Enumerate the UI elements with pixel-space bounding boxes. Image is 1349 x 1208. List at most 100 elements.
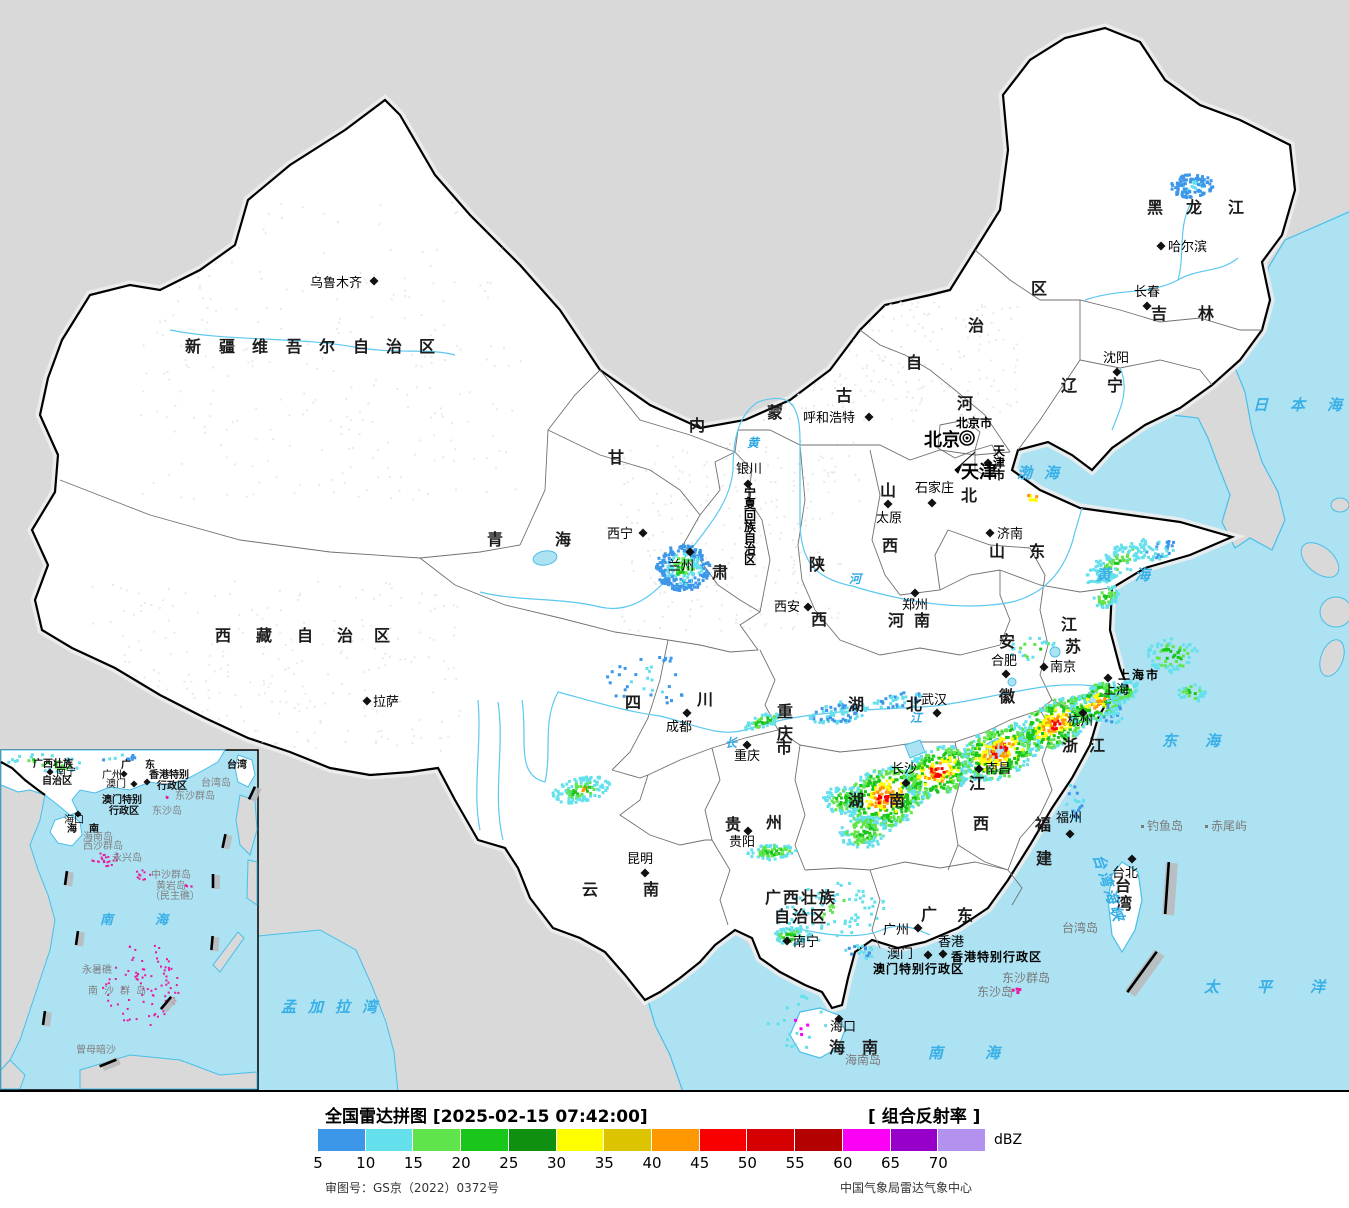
map-label: 江	[1061, 615, 1077, 634]
colorbar-segment	[508, 1129, 556, 1151]
city-label: 贵阳	[729, 835, 755, 850]
colorbar-tick: 20	[451, 1154, 471, 1172]
city-label: 长沙	[891, 762, 917, 777]
map-label: （民主礁）	[150, 889, 200, 902]
city-label: 太原	[876, 511, 902, 526]
map-label: 澳门特别	[102, 793, 142, 806]
map-label: 海	[155, 912, 170, 928]
map-label: 广西壮族	[765, 888, 837, 907]
map-label: 澳门特别行政区	[873, 961, 964, 976]
inset-malay	[0, 1059, 26, 1090]
map-label: 河	[849, 572, 864, 586]
colorbar-segment	[747, 1129, 795, 1151]
legend-panel: 全国雷达拼图 [2025-02-15 07:42:00] [ 组合反射率 ] 5…	[0, 1092, 1349, 1208]
map-label: 黄岩岛	[156, 879, 186, 892]
city-label: 南昌	[985, 761, 1011, 777]
province-boundaries	[59, 249, 1262, 949]
map-label: 上海	[1103, 683, 1129, 698]
map-label: 内	[689, 416, 705, 435]
colorbar-segment	[795, 1129, 842, 1151]
map-label: 南	[100, 912, 115, 928]
terrain-texture	[90, 200, 1019, 752]
rivers	[169, 204, 1239, 937]
map-area: 乌鲁木齐 哈尔滨 长春 沈阳 呼和浩特 石家庄 太原 济南 银川 西宁 兰州 西安 郑州 成都 重庆 武汉 长沙…	[0, 0, 1349, 1093]
colorbar-segment	[413, 1129, 461, 1151]
nine-dash-line-segments	[1125, 861, 1178, 997]
colorbar-tick: 10	[356, 1154, 376, 1172]
map-label: 自	[353, 337, 369, 356]
map-label: 黄海	[1096, 566, 1174, 584]
map-label: 古	[836, 386, 852, 405]
map-label: 山	[989, 542, 1005, 561]
map-label: 海南岛	[845, 1052, 881, 1067]
colorbar-tick: 55	[785, 1154, 805, 1172]
map-label: 东沙岛	[152, 804, 182, 817]
colorbar-segment	[890, 1129, 938, 1151]
map-label: 市	[993, 467, 1005, 482]
map-label: 海	[67, 822, 77, 835]
map-label: 吾	[286, 337, 302, 356]
map-label: 北京	[924, 429, 960, 451]
map-label: 西	[811, 610, 827, 629]
city-label: 西安	[774, 600, 800, 615]
inset-vietnam	[0, 784, 56, 1072]
map-label: 北	[906, 695, 922, 714]
map-label: 重	[777, 702, 793, 721]
colorbar-tick: 25	[499, 1154, 519, 1172]
japan-islands	[1300, 497, 1349, 677]
colorbar-segment	[604, 1129, 652, 1151]
map-label: 澳门	[106, 777, 126, 790]
city-label: 济南	[997, 526, 1023, 542]
map-label: 中沙群岛	[151, 868, 191, 881]
map-label: 北京市	[956, 415, 992, 430]
map-label: 长	[725, 736, 738, 750]
map-label: 南沙群岛	[88, 984, 152, 997]
map-label: 河	[888, 611, 904, 630]
map-label: 肃	[712, 563, 728, 582]
map-label: 四	[625, 693, 641, 712]
city-label: 海口	[830, 1020, 856, 1035]
map-label: 海口	[64, 813, 84, 826]
inset-philippines	[246, 859, 258, 906]
map-label: 宁	[1107, 376, 1123, 395]
city-label: 银川	[736, 462, 762, 477]
map-label: 新	[185, 337, 201, 356]
map-bottom-frame	[0, 1090, 1349, 1092]
city-label: 西宁	[607, 526, 633, 542]
colorbar-segment	[842, 1129, 890, 1151]
city-label: 合肥	[991, 654, 1017, 669]
map-label: 云	[582, 880, 598, 899]
map-label: 安	[999, 632, 1015, 651]
map-label: 江	[969, 774, 985, 793]
colorbar-tick: 5	[313, 1154, 323, 1172]
map-label: 苏	[1065, 637, 1081, 656]
map-label: 建	[1036, 849, 1052, 868]
map-label: 孟加拉湾	[281, 998, 389, 1016]
agency-credit: 中国气象局雷达气象中心	[840, 1181, 973, 1195]
map-label: 东	[957, 906, 973, 925]
city-label: 重庆	[734, 748, 760, 764]
map-label: 区	[744, 553, 756, 567]
city-label: 福州	[1056, 811, 1082, 826]
hainan-island	[789, 1007, 846, 1059]
map-label: 行政区	[108, 804, 139, 817]
legend-product-label: [ 组合反射率 ]	[868, 1107, 981, 1127]
map-label: 黑	[1147, 198, 1163, 217]
map-label: 渤海	[1017, 464, 1071, 482]
map-label: 广	[121, 758, 131, 771]
reflectivity-colorbar	[318, 1129, 986, 1151]
colorbar-segment	[652, 1129, 699, 1151]
colorbar-segment	[461, 1129, 508, 1151]
colorbar-tick: 60	[833, 1154, 853, 1172]
map-label: 广	[921, 905, 937, 924]
map-label: 林	[1198, 304, 1214, 323]
map-label: 东	[1029, 542, 1045, 561]
map-label: 台湾岛	[1062, 920, 1098, 935]
map-label: 青	[487, 530, 503, 549]
inset-palawan	[212, 931, 245, 973]
map-label: 川	[696, 690, 713, 709]
map-label: 江	[910, 711, 924, 725]
map-label: 台湾	[227, 758, 247, 771]
map-label: 天	[993, 444, 1006, 458]
